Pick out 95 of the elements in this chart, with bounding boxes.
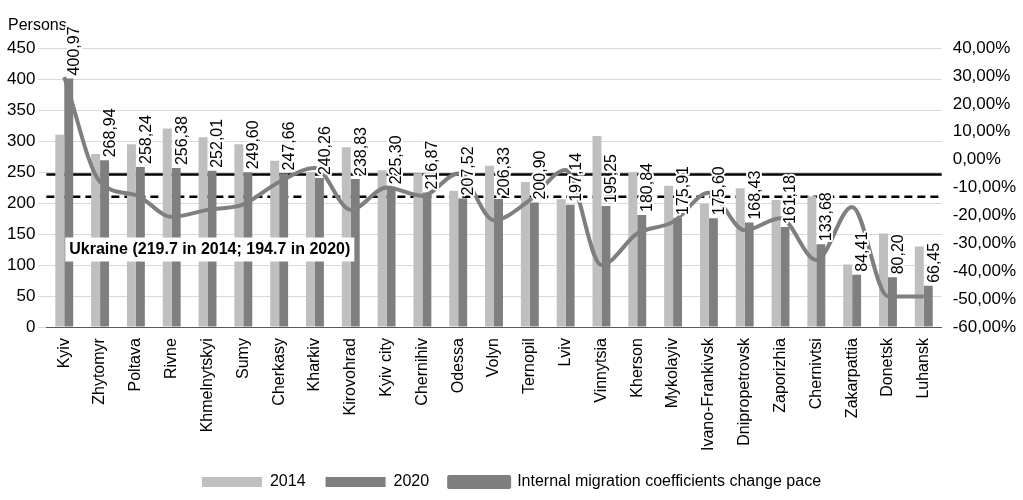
bar <box>807 196 817 327</box>
data-label: 240,26 <box>315 126 333 176</box>
data-label: 268,94 <box>100 108 118 158</box>
data-label: 80,20 <box>888 234 906 275</box>
x-tick-label: Cherkasy <box>269 338 287 406</box>
x-tick-label: Kharkiv <box>305 338 323 392</box>
legend-label: 2014 <box>269 472 306 490</box>
data-label: 238,83 <box>351 126 369 176</box>
x-tick-label: Sumy <box>233 338 251 379</box>
x-tick-label: Ternopil <box>520 338 538 395</box>
y2-tick-label: -50,00% <box>952 288 1017 308</box>
data-label: 400,97 <box>65 26 83 76</box>
x-tick-label: Poltava <box>126 337 144 392</box>
data-label: 200,90 <box>530 150 548 200</box>
bar <box>664 185 674 327</box>
data-label: 161,18 <box>781 175 799 225</box>
bar <box>458 198 468 327</box>
data-label: 247,66 <box>280 121 298 171</box>
bar <box>485 165 495 327</box>
y2-tick-label: -30,00% <box>952 233 1017 253</box>
data-label: 175,60 <box>709 166 727 216</box>
y2-tick-label: 20,00% <box>952 93 1011 113</box>
x-tick-label: Kyiv city <box>376 338 394 397</box>
x-tick-label: Dnipropetrovsk <box>735 337 753 446</box>
y-tick-label: 350 <box>6 99 36 119</box>
data-label: 133,68 <box>817 192 835 242</box>
data-label: 206,33 <box>494 147 512 197</box>
y-tick-label: 0 <box>25 316 36 336</box>
data-label: 197,14 <box>566 152 584 202</box>
x-tick-label: Vinnytsia <box>591 337 609 403</box>
bar <box>699 203 709 327</box>
y2-tick-label: 0,00% <box>952 149 1001 169</box>
bar <box>771 199 781 327</box>
bar <box>879 233 888 327</box>
y-tick-label: 50 <box>16 285 36 305</box>
x-tick-label: Rivne <box>162 337 180 379</box>
bar <box>377 170 387 327</box>
x-tick-label: Ivano-Frankivsk <box>699 337 717 451</box>
x-tick-label: Kirovohrad <box>341 338 359 416</box>
bar <box>852 274 862 327</box>
x-tick-label: Chernivtsi <box>806 338 824 410</box>
annotation: Ukraine (219.7 in 2014; 194.7 in 2020) <box>69 239 351 257</box>
y-axis-title: Persons <box>8 16 67 34</box>
x-tick-label: Odessa <box>448 337 466 394</box>
y2-tick-label: -60,00% <box>952 316 1017 336</box>
legend-label: Internal migration coefficients change pace <box>517 472 822 490</box>
y-tick-label: 400 <box>6 68 36 88</box>
y2-tick-label: 40,00% <box>952 37 1011 57</box>
x-tick-label: Donetsk <box>878 337 896 397</box>
bar <box>735 188 745 327</box>
y2-tick-label: -40,00% <box>952 260 1017 280</box>
x-tick-label: Zhytomyr <box>90 337 108 405</box>
bar <box>520 181 530 327</box>
bar <box>628 172 638 327</box>
legend-label: 2020 <box>393 472 430 490</box>
bar <box>843 264 853 327</box>
data-label: 207,52 <box>459 146 477 196</box>
data-label: 195,25 <box>602 153 620 203</box>
data-label: 66,45 <box>924 242 942 283</box>
data-label: 168,43 <box>745 170 763 220</box>
x-tick-label: Kherson <box>627 338 645 398</box>
x-tick-label: Mykolayiv <box>663 338 681 409</box>
x-tick-label: Lviv <box>556 338 574 367</box>
bar <box>914 246 924 327</box>
data-label: 180,84 <box>638 162 656 212</box>
data-label: 225,30 <box>387 135 405 185</box>
data-label: 84,41 <box>853 231 871 272</box>
x-tick-label: Khmelnytskyi <box>197 338 215 433</box>
y-tick-label: 250 <box>6 161 36 181</box>
x-tick-label: Kyiv <box>54 338 72 369</box>
x-tick-label: Luhansk <box>914 337 932 399</box>
y2-tick-label: -10,00% <box>952 177 1017 197</box>
bar <box>556 199 566 327</box>
x-tick-label: Chernihiv <box>412 338 430 406</box>
data-label: 258,24 <box>136 114 154 164</box>
x-tick-label: Zaporizhia <box>770 337 788 413</box>
y2-tick-label: 30,00% <box>952 65 1011 85</box>
y2-tick-label: 10,00% <box>952 121 1011 141</box>
y-tick-label: 150 <box>6 223 36 243</box>
bar <box>565 204 575 327</box>
bar <box>708 218 718 327</box>
bar <box>413 173 423 327</box>
bar <box>449 190 459 327</box>
x-tick-label: Volyn <box>484 338 502 378</box>
bar <box>55 134 65 327</box>
data-label: 252,01 <box>208 118 226 168</box>
y-tick-label: 100 <box>6 254 36 274</box>
data-label: 256,38 <box>172 116 190 166</box>
y2-tick-label: -20,00% <box>952 205 1017 225</box>
data-label: 249,60 <box>244 120 262 170</box>
y-tick-label: 450 <box>6 37 36 57</box>
y-tick-label: 200 <box>6 192 36 212</box>
y-tick-label: 300 <box>6 130 36 150</box>
x-tick-label: Zakarpattia <box>842 337 860 419</box>
data-label: 175,91 <box>673 165 691 215</box>
